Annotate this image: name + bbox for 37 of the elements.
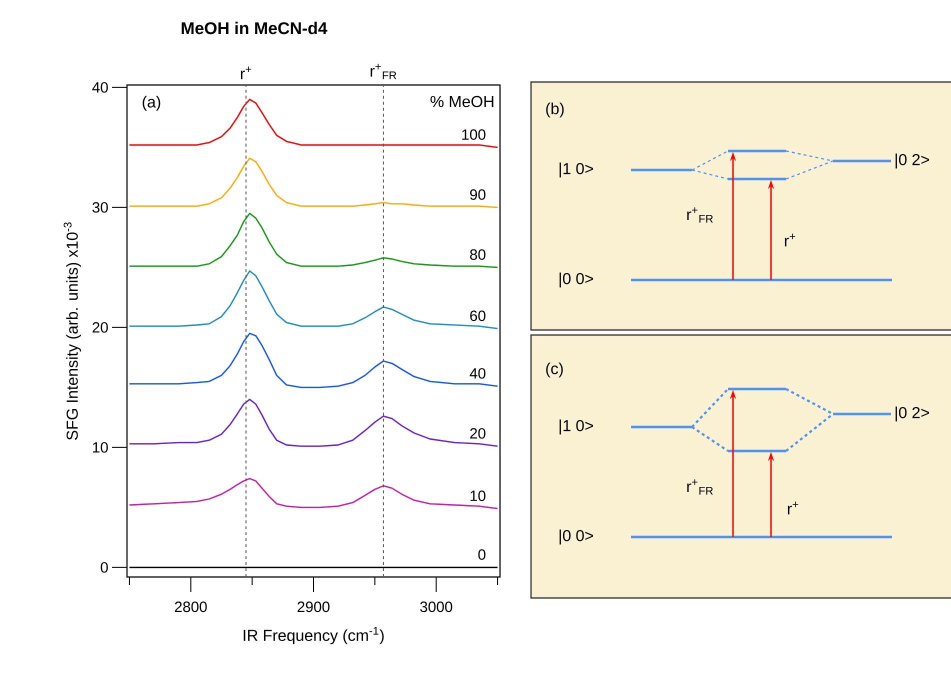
text: |1 0>: [560, 420, 594, 434]
y-tick-label: 20: [92, 322, 108, 333]
text: |1 0>: [560, 162, 594, 178]
y-axis-title: SFG Intensity (arb. units) x10$^{-3}$: [64, 222, 82, 440]
y-tick-label: 10: [92, 442, 108, 453]
y-tick-label: 30: [92, 202, 108, 213]
text: r$^{+}$: [784, 234, 796, 246]
text: |0 0>: [560, 272, 594, 288]
ref-line-label: r$^{+}$: [240, 66, 252, 80]
line-series: [128, 478, 498, 510]
x-tick-label: 2900: [298, 602, 330, 612]
series-label: 100: [462, 129, 486, 140]
text: |0 0>: [560, 530, 594, 544]
y-tick-label: 0: [100, 562, 108, 573]
series-label: 20: [470, 428, 486, 439]
series-label: 80: [470, 249, 486, 260]
text: |0 2>: [896, 406, 930, 422]
series-label: 60: [470, 310, 486, 322]
ref-line-label: r$^{+}$FR: [370, 64, 396, 80]
series-label: 90: [470, 189, 486, 200]
text: r$^{+}$: [788, 502, 798, 514]
y-tick-label: 40: [92, 82, 108, 93]
text: (b): [546, 102, 564, 118]
chart-title: MeOH in MeCN-d4: [182, 22, 328, 34]
series-label: 10: [470, 490, 486, 502]
text: |0 2>: [896, 154, 930, 168]
annotation: (a): [142, 96, 160, 111]
text: (c): [546, 362, 563, 378]
series-label: 0: [478, 549, 486, 560]
x-tick-label: 2800: [174, 602, 207, 612]
line-series: [128, 398, 498, 447]
series-label: 40: [470, 368, 486, 379]
x-tick-label: 3000: [420, 602, 452, 612]
x-axis-title: IR Frequency (cm$^{-1}$): [244, 626, 384, 644]
text: r$^{+}$FR: [687, 207, 713, 223]
text: r$^{+}$FR: [687, 479, 713, 495]
legend-title: % MeOH: [430, 96, 494, 108]
